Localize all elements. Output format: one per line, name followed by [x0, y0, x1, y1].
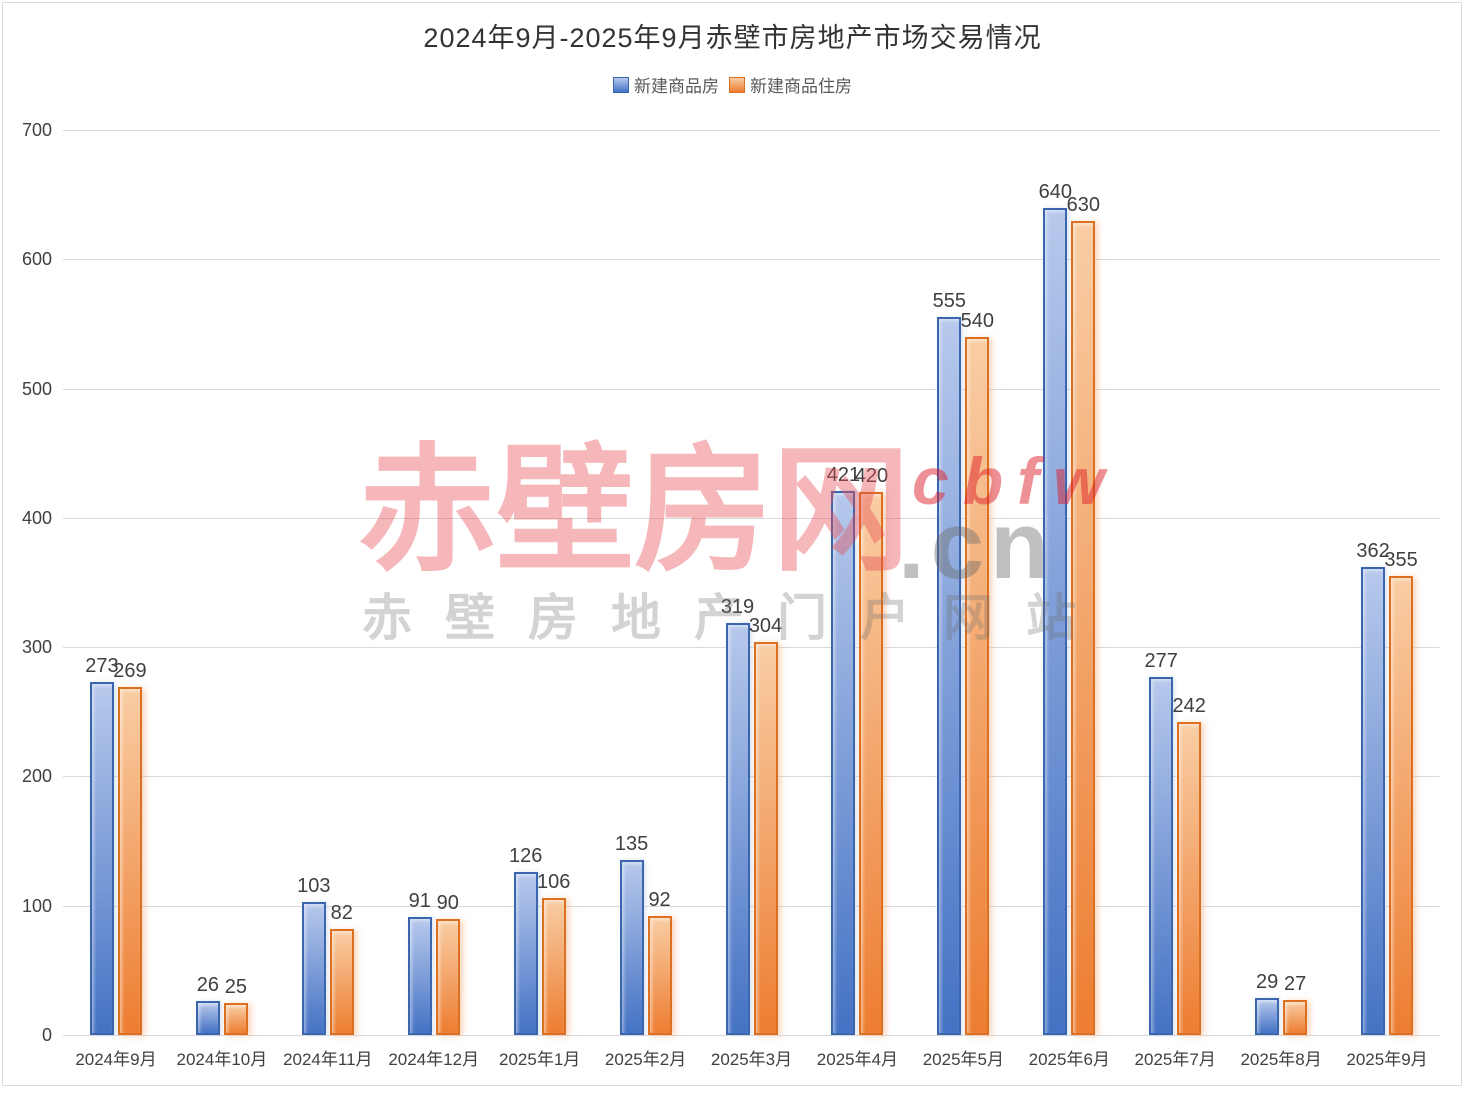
y-tick-label-400: 400 [21, 507, 52, 528]
bar-新建商品住房-2025年9月 [1389, 576, 1414, 1035]
bar-value-label-新建商品住房-2024年12月: 90 [436, 891, 459, 914]
bar-value-label-新建商品住房-2024年10月: 25 [224, 975, 247, 998]
gridline-700 [63, 130, 1440, 131]
bar-新建商品住房-2025年3月 [753, 641, 778, 1035]
bar-value-label-新建商品房-2025年1月: 126 [508, 845, 543, 868]
bar-value-label-新建商品住房-2025年4月: 420 [854, 465, 889, 487]
bar-新建商品住房-2025年1月 [541, 897, 566, 1035]
bar-value-label-新建商品住房-2025年1月: 106 [536, 870, 571, 893]
bar-新建商品住房-2024年11月 [329, 928, 354, 1035]
bar-value-label-新建商品房-2024年9月: 273 [85, 655, 119, 678]
legend-swatch-orange [729, 76, 745, 93]
bar-value-label-新建商品房-2025年5月: 555 [932, 290, 967, 313]
bar-新建商品住房-2025年5月 [965, 336, 990, 1035]
gridline-200 [63, 776, 1440, 778]
bar-新建商品房-2025年3月 [725, 622, 750, 1035]
bar-新建商品房-2025年6月 [1043, 207, 1068, 1035]
legend: 新建商品房 新建商品住房 [0, 72, 1465, 97]
bar-新建商品住房-2024年9月 [117, 687, 142, 1035]
x-axis-label-2025年1月: 2025年1月 [499, 1050, 581, 1069]
bar-value-label-新建商品房-2025年8月: 29 [1255, 970, 1279, 993]
bar-新建商品房-2025年1月 [513, 872, 538, 1035]
bar-新建商品住房-2025年4月 [859, 492, 884, 1035]
bar-value-label-新建商品住房-2024年11月: 82 [330, 901, 353, 924]
bar-新建商品房-2025年4月 [831, 490, 856, 1035]
bar-新建商品房-2025年7月 [1149, 676, 1174, 1035]
y-tick-label-0: 0 [41, 1025, 52, 1045]
bar-value-label-新建商品房-2025年9月: 362 [1356, 539, 1390, 562]
bar-value-label-新建商品住房-2025年9月: 355 [1384, 549, 1418, 572]
bar-新建商品住房-2025年7月 [1177, 722, 1202, 1035]
x-axis-label-2025年7月: 2025年7月 [1134, 1050, 1216, 1069]
legend-swatch-blue [613, 76, 629, 93]
bar-value-label-新建商品住房-2025年2月: 92 [648, 889, 671, 912]
bar-value-label-新建商品住房-2025年6月: 630 [1066, 193, 1100, 216]
gridline-100 [63, 905, 1440, 907]
bar-value-label-新建商品住房-2025年7月: 242 [1172, 695, 1206, 718]
legend-item-series-0: 新建商品房 [613, 72, 719, 97]
gridline-0 [63, 1035, 1440, 1036]
bar-value-label-新建商品房-2025年7月: 277 [1144, 649, 1178, 672]
x-axis-label-2024年9月: 2024年9月 [75, 1050, 157, 1069]
bar-value-label-新建商品住房-2024年9月: 269 [113, 660, 147, 683]
bar-value-label-新建商品房-2024年12月: 91 [408, 890, 431, 913]
x-axis-label-2025年3月: 2025年3月 [710, 1050, 793, 1069]
bar-新建商品房-2024年9月 [89, 682, 114, 1035]
x-axis-label-2025年5月: 2025年5月 [922, 1050, 1004, 1069]
y-tick-label-200: 200 [21, 766, 52, 787]
x-axis-label-2024年11月: 2024年11月 [283, 1050, 373, 1069]
x-axis-label-2025年6月: 2025年6月 [1028, 1050, 1110, 1069]
x-axis-label-2025年2月: 2025年2月 [604, 1050, 687, 1069]
bar-新建商品房-2025年5月 [937, 317, 962, 1035]
gridline-400 [63, 517, 1440, 519]
bar-value-label-新建商品房-2025年6月: 640 [1038, 180, 1072, 203]
bar-value-label-新建商品房-2025年2月: 135 [614, 833, 649, 856]
x-axis-label-2025年9月: 2025年9月 [1346, 1050, 1428, 1069]
bar-value-label-新建商品住房-2025年3月: 304 [748, 614, 783, 637]
gridline-300 [63, 647, 1440, 649]
legend-label-series-1: 新建商品住房 [750, 77, 852, 96]
y-tick-label-500: 500 [21, 378, 52, 399]
bar-value-label-新建商品房-2024年11月: 103 [297, 874, 331, 897]
bar-value-label-新建商品房-2025年4月: 421 [826, 463, 861, 486]
y-tick-label-100: 100 [21, 895, 52, 916]
bar-新建商品房-2024年11月 [301, 901, 326, 1035]
bar-value-label-新建商品住房-2025年8月: 27 [1283, 973, 1307, 996]
y-tick-label-700: 700 [21, 120, 52, 140]
bar-value-label-新建商品房-2025年3月: 319 [720, 595, 755, 618]
bar-新建商品住房-2025年2月 [647, 916, 672, 1035]
chart-title: 2024年9月-2025年9月赤壁市房地产市场交易情况 [423, 23, 1042, 53]
x-axis-label-2025年8月: 2025年8月 [1240, 1050, 1322, 1069]
bar-value-label-新建商品房-2024年10月: 26 [196, 974, 219, 997]
bar-value-label-新建商品住房-2025年5月: 540 [960, 309, 995, 332]
x-axis-label-2025年4月: 2025年4月 [816, 1050, 899, 1069]
bar-新建商品住房-2024年12月 [435, 918, 460, 1035]
legend-item-series-1: 新建商品住房 [729, 72, 852, 97]
gridline-500 [63, 388, 1440, 390]
bar-新建商品房-2024年10月 [195, 1001, 220, 1035]
gridline-600 [63, 259, 1440, 261]
bar-新建商品房-2024年12月 [407, 917, 432, 1035]
y-tick-label-600: 600 [21, 249, 52, 270]
bar-新建商品住房-2025年8月 [1283, 1000, 1308, 1035]
bar-新建商品房-2025年9月 [1361, 566, 1386, 1035]
x-axis-label-2024年10月: 2024年10月 [176, 1050, 268, 1069]
y-tick-label-300: 300 [21, 637, 52, 658]
bar-新建商品房-2025年2月 [619, 860, 644, 1035]
bar-新建商品房-2025年8月 [1255, 997, 1280, 1035]
bar-新建商品住房-2025年6月 [1071, 220, 1096, 1035]
x-axis-label-2024年12月: 2024年12月 [388, 1050, 480, 1069]
legend-label-series-0: 新建商品房 [634, 77, 719, 96]
bar-新建商品住房-2024年10月 [223, 1002, 248, 1035]
